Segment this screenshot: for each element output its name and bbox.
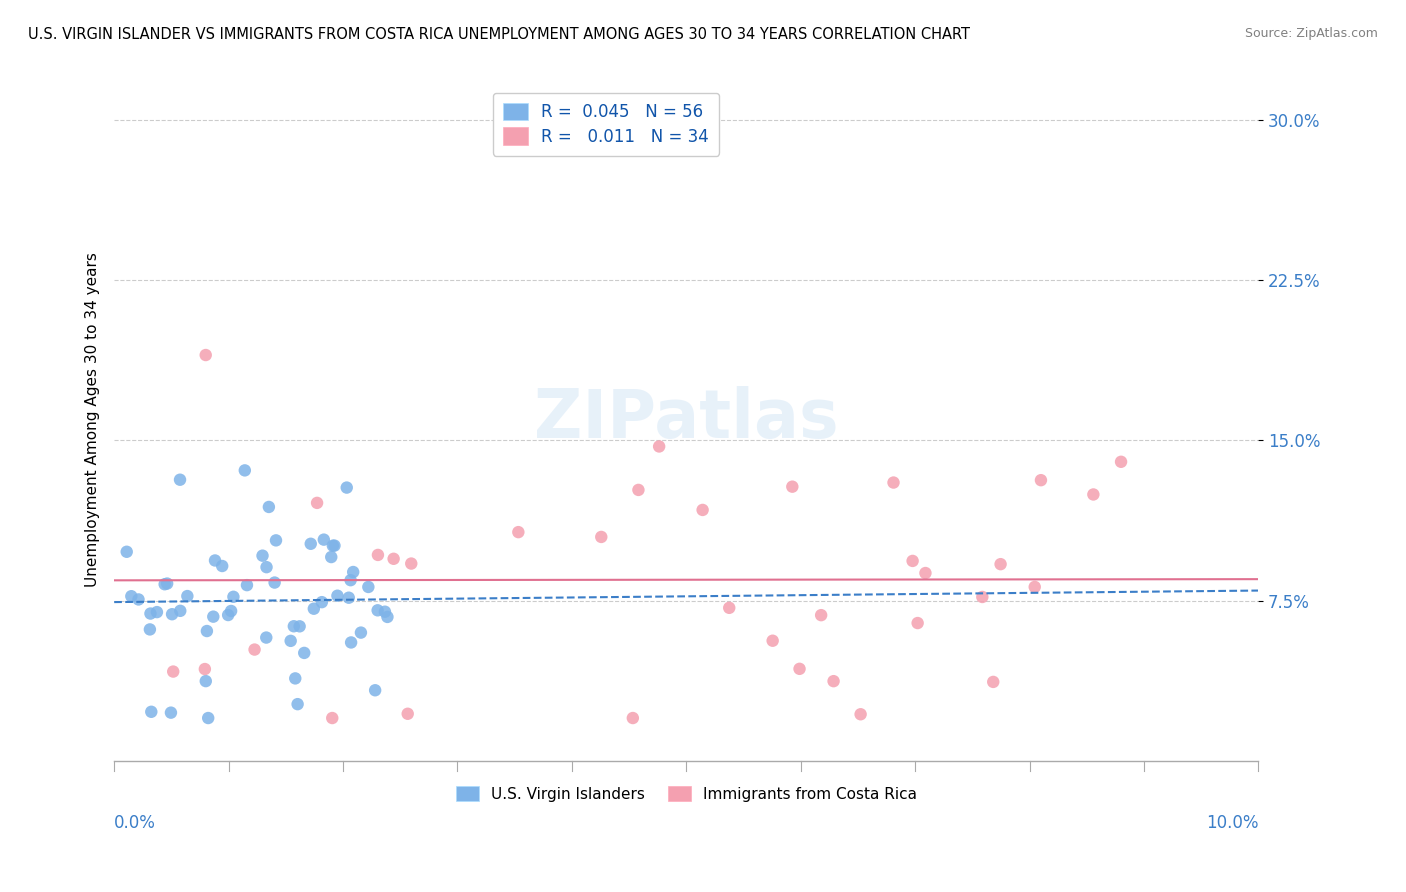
Legend: U.S. Virgin Islanders, Immigrants from Costa Rica: U.S. Virgin Islanders, Immigrants from C…	[450, 780, 922, 808]
Point	[357, 580, 380, 594]
Point	[202, 609, 225, 624]
Point	[882, 475, 904, 490]
Point	[914, 566, 936, 580]
Point	[396, 706, 419, 721]
Point	[233, 463, 256, 477]
Point	[236, 578, 259, 592]
Point	[364, 683, 387, 698]
Point	[257, 500, 280, 514]
Point	[322, 539, 344, 553]
Point	[367, 603, 389, 617]
Point	[1109, 455, 1132, 469]
Point	[252, 549, 274, 563]
Point	[849, 707, 872, 722]
Point	[194, 674, 217, 689]
Point	[1029, 473, 1052, 487]
Point	[195, 624, 218, 638]
Point	[311, 595, 333, 609]
Point	[1083, 487, 1105, 501]
Point	[508, 525, 530, 540]
Point	[789, 662, 811, 676]
Point	[692, 503, 714, 517]
Point	[823, 674, 845, 689]
Point	[197, 711, 219, 725]
Point	[621, 711, 644, 725]
Point	[219, 604, 242, 618]
Point	[141, 705, 163, 719]
Point	[782, 480, 804, 494]
Point	[307, 496, 329, 510]
Point	[204, 553, 226, 567]
Point	[256, 560, 278, 574]
Point	[302, 601, 325, 615]
Point	[1024, 580, 1046, 594]
Point	[287, 697, 309, 711]
Point	[350, 625, 373, 640]
Point	[139, 607, 162, 621]
Point	[160, 706, 183, 720]
Point	[321, 549, 343, 564]
Point	[323, 539, 346, 553]
Point	[339, 573, 361, 587]
Point	[907, 615, 929, 630]
Point	[263, 575, 285, 590]
Point	[128, 592, 150, 607]
Point	[374, 605, 396, 619]
Point	[292, 646, 315, 660]
Point	[280, 633, 302, 648]
Point	[972, 590, 994, 604]
Point	[591, 530, 613, 544]
Point	[162, 665, 184, 679]
Point	[115, 545, 138, 559]
Point	[264, 533, 287, 548]
Point	[243, 642, 266, 657]
Point	[284, 672, 307, 686]
Point	[288, 619, 311, 633]
Point	[211, 559, 233, 574]
Point	[194, 348, 217, 362]
Point	[139, 623, 162, 637]
Point	[194, 662, 217, 676]
Text: 0.0%: 0.0%	[114, 814, 156, 832]
Point	[718, 600, 741, 615]
Point	[254, 631, 277, 645]
Point	[222, 590, 245, 604]
Point	[382, 551, 405, 566]
Point	[337, 591, 360, 605]
Point	[810, 608, 832, 623]
Point	[377, 610, 399, 624]
Point	[342, 565, 364, 579]
Point	[283, 619, 305, 633]
Point	[160, 607, 183, 622]
Point	[120, 589, 142, 603]
Point	[990, 557, 1012, 571]
Text: ZIPatlas: ZIPatlas	[534, 386, 838, 452]
Point	[146, 605, 169, 619]
Point	[176, 589, 198, 603]
Point	[156, 576, 179, 591]
Point	[401, 557, 423, 571]
Point	[901, 554, 924, 568]
Point	[627, 483, 650, 497]
Text: U.S. VIRGIN ISLANDER VS IMMIGRANTS FROM COSTA RICA UNEMPLOYMENT AMONG AGES 30 TO: U.S. VIRGIN ISLANDER VS IMMIGRANTS FROM …	[28, 27, 970, 42]
Point	[169, 604, 191, 618]
Point	[299, 537, 322, 551]
Point	[340, 635, 363, 649]
Point	[762, 633, 785, 648]
Point	[648, 440, 671, 454]
Point	[217, 607, 239, 622]
Y-axis label: Unemployment Among Ages 30 to 34 years: Unemployment Among Ages 30 to 34 years	[86, 252, 100, 587]
Point	[321, 711, 343, 725]
Point	[153, 577, 176, 591]
Point	[326, 589, 349, 603]
Point	[336, 481, 359, 495]
Point	[981, 674, 1004, 689]
Point	[312, 533, 335, 547]
Text: 10.0%: 10.0%	[1206, 814, 1258, 832]
Text: Source: ZipAtlas.com: Source: ZipAtlas.com	[1244, 27, 1378, 40]
Point	[169, 473, 191, 487]
Point	[367, 548, 389, 562]
